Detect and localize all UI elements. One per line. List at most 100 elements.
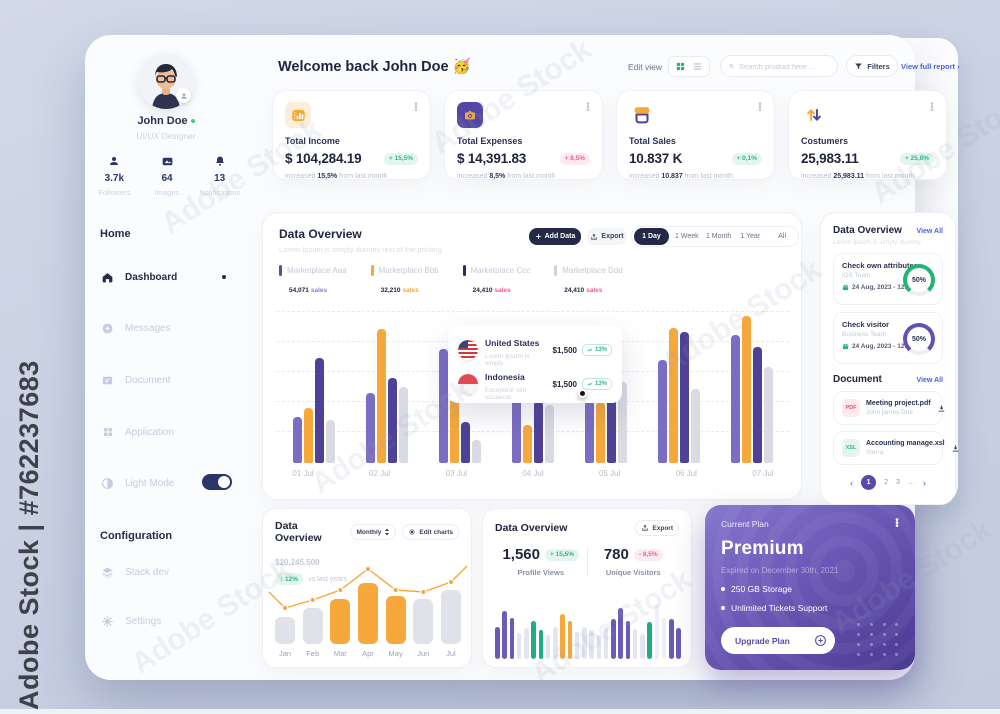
x-label: 07 Jul	[752, 469, 774, 478]
legend-marketplace-aaa[interactable]: Marketplace Aaa 54,071 sales	[279, 265, 347, 295]
export-button[interactable]: Export	[635, 520, 679, 536]
bar	[495, 626, 500, 659]
section-home: Home	[100, 228, 131, 240]
kebab-menu-icon[interactable]: • • •	[586, 99, 590, 116]
task-check-own-attributes[interactable]: Check own attributes iOS Team 24 Aug, 20…	[833, 253, 943, 305]
sidebar-item-document[interactable]: Document	[100, 371, 236, 389]
sidebar-item-stack-dev[interactable]: Stack dev	[100, 563, 236, 581]
sidebar-item-settings[interactable]: Settings	[100, 612, 236, 630]
sidebar-item-messages[interactable]: Messages	[100, 319, 236, 337]
x-label: 04 Jul	[522, 469, 544, 478]
filters-button[interactable]: Filters	[846, 55, 898, 77]
legend-marker	[370, 265, 374, 276]
x-label: 02 Jul	[368, 469, 391, 478]
toggle-knob	[218, 476, 230, 488]
data-overview-chart-card: Data Overview Lorem Ipsum is simply dumm…	[262, 212, 802, 500]
view-all-link[interactable]: View All	[916, 377, 943, 384]
bar	[388, 377, 397, 463]
bar-group	[658, 311, 700, 463]
progress-ring: 50%	[903, 264, 935, 296]
dot	[895, 653, 899, 656]
view-switch[interactable]	[668, 56, 710, 77]
stat-notifications: 13 Notifications	[193, 153, 246, 197]
contrast-icon	[100, 476, 115, 491]
up-down-arrows-icon	[801, 102, 827, 128]
bar	[640, 634, 645, 659]
view-full-report-link[interactable]: View full report ›	[901, 62, 960, 71]
trend-badge: + 15,5%	[545, 548, 580, 561]
kebab-menu-icon[interactable]: • • •	[930, 99, 934, 116]
light-mode-toggle[interactable]	[202, 474, 232, 490]
card-title: Data Overview	[275, 520, 322, 544]
visitors-overview-card: Data Overview Export 1,560 + 15,5% Profil…	[482, 508, 692, 668]
range-1-day[interactable]: 1 Day	[634, 228, 669, 245]
range-all[interactable]: All	[778, 233, 786, 240]
file-accounting-manage-xsl[interactable]: XSL Accounting manage.xsl Sierra	[833, 431, 958, 465]
view-all-link[interactable]: View All	[916, 228, 943, 235]
page-1[interactable]: 1	[861, 475, 877, 490]
page-3[interactable]: 3	[896, 479, 900, 486]
divider	[586, 548, 588, 575]
legend-marketplace-bbb[interactable]: Marketplace Bbb 32,210 sales	[370, 265, 439, 295]
bar	[553, 626, 558, 659]
sidebar-item-dashboard[interactable]: Dashboard	[100, 268, 236, 286]
bar	[461, 421, 470, 463]
range-1-week[interactable]: 1 Week	[675, 233, 699, 240]
legend-marketplace-ccc[interactable]: Marketplace Ccc 24,410 sales	[462, 265, 530, 295]
period-dropdown[interactable]: Monthly	[350, 524, 397, 540]
search-box[interactable]	[720, 55, 838, 77]
export-button[interactable]: Export	[587, 228, 627, 245]
download-icon[interactable]	[951, 444, 960, 453]
bar	[502, 610, 507, 659]
edit-charts-button[interactable]: Edit charts	[402, 524, 459, 540]
sidebar-item-light-mode[interactable]: Light Mode	[100, 474, 236, 492]
panel-subtitle: Lorem Ipsum is simply dummy	[833, 239, 921, 246]
next-page-arrow[interactable]: ›	[922, 477, 926, 488]
bar	[753, 347, 762, 463]
tooltip-row-indonesia: Indonesia Excepteur sint occaecat $1,500…	[458, 367, 612, 401]
bar	[567, 620, 572, 659]
legend-marker	[462, 265, 466, 276]
download-icon[interactable]	[937, 404, 946, 413]
bar	[691, 388, 700, 463]
legend-marketplace-ddd[interactable]: Marketplace Ddd 24,410 sales	[554, 265, 623, 295]
upgrade-plan-button[interactable]: Upgrade Plan	[721, 627, 835, 654]
stat-card-total-expenses: • • • Total Expenses $ 14,391.83 + 8,5% inc…	[444, 90, 603, 180]
kebab-menu-icon[interactable]: • • •	[895, 515, 899, 532]
profile-stats: 3.7k Followers 64 Images 13 Notification…	[88, 153, 246, 197]
list-view-icon[interactable]	[692, 61, 703, 72]
edit-view-label[interactable]: Edit view	[628, 62, 663, 72]
page-2[interactable]: 2	[884, 479, 888, 486]
stat-subtext: increased 10.837 from last month	[629, 173, 733, 180]
kebab-menu-icon[interactable]: • • •	[414, 99, 418, 116]
trend-badge: + 0,1%	[731, 152, 762, 165]
add-data-button[interactable]: Add Data	[529, 228, 581, 245]
file-meeting-project-pdf[interactable]: PDF Meeting project.pdf John james Doe	[833, 391, 946, 425]
bar-group	[512, 311, 554, 463]
range-1-month[interactable]: 1 Month	[705, 233, 732, 240]
grid-view-icon[interactable]	[675, 61, 686, 72]
layers-icon	[100, 565, 115, 580]
range-1-year[interactable]: 1 Year	[740, 233, 761, 240]
stat-value: 25,983.11	[801, 151, 859, 166]
bar-group	[439, 311, 481, 463]
kebab-menu-icon[interactable]: • • •	[758, 99, 762, 116]
month-label: Jan	[278, 649, 292, 658]
month-label: Mar	[333, 649, 347, 658]
x-axis-labels: 01 Jul 02 Jul 03 Jul 04 Jul 05 Jul 06 Jul 07 J…	[277, 469, 789, 478]
bar	[330, 599, 351, 644]
bar	[538, 629, 543, 659]
task-check-visitor[interactable]: Check visitor Business Team 24 Aug, 2023…	[833, 312, 943, 364]
bar	[742, 315, 751, 463]
watermark-strip	[0, 709, 1000, 714]
image-icon	[141, 153, 194, 169]
prev-page-arrow[interactable]: ‹	[850, 477, 854, 488]
bar	[632, 629, 638, 659]
plus-circle-icon	[815, 635, 826, 646]
x-label: 03 Jul	[445, 469, 467, 478]
sidebar-item-application[interactable]: Application	[100, 423, 236, 441]
search-input[interactable]	[739, 61, 829, 71]
bar	[439, 349, 448, 463]
bar	[560, 614, 565, 659]
bar	[275, 617, 295, 644]
